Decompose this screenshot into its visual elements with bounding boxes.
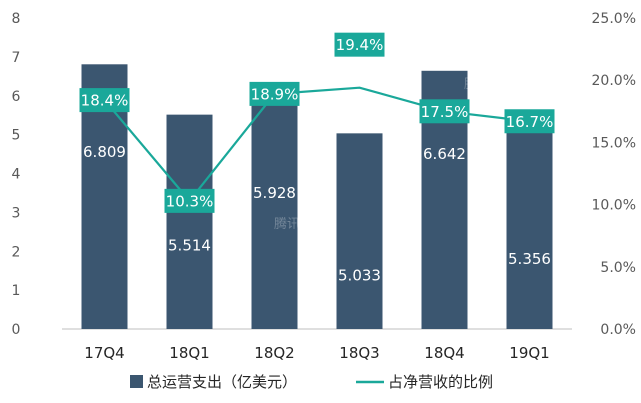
y-left-tick-label: 4 (12, 167, 21, 183)
y-left-tick-label: 7 (12, 50, 21, 66)
bar-value-label: 6.642 (423, 145, 466, 163)
category-label: 17Q4 (84, 344, 124, 362)
legend-bar-label: 总运营支出（亿美元） (147, 373, 297, 391)
watermark: 腾讯科技 (274, 216, 326, 232)
ratio-label-box (79, 88, 130, 113)
bar-value-label: 5.928 (253, 184, 296, 202)
bar-value-label: 5.356 (508, 250, 551, 268)
ratio-label-box (504, 109, 555, 134)
ratio-label: 10.3% (166, 192, 214, 210)
watermark: 腾讯科技 (124, 98, 176, 114)
bar-value-label: 5.514 (168, 236, 211, 254)
bar-18Q3 (336, 133, 383, 329)
ratio-label-box (334, 32, 385, 57)
y-right-tick-label: 15.0% (592, 135, 636, 151)
y-right-tick-label: 0.0% (600, 322, 636, 338)
y-left-tick-label: 6 (12, 89, 21, 105)
bar-18Q2 (251, 98, 298, 329)
bar-18Q1 (166, 114, 213, 329)
category-label: 18Q3 (339, 344, 379, 362)
y-right-tick-label: 5.0% (600, 260, 636, 276)
category-label: 18Q2 (254, 344, 294, 362)
ratio-label-box (419, 99, 470, 124)
ratio-label: 19.4% (336, 36, 384, 54)
category-label: 18Q1 (169, 344, 209, 362)
category-label: 18Q4 (424, 344, 464, 362)
y-left-tick-label: 2 (12, 244, 21, 260)
y-left-tick-label: 0 (12, 322, 21, 338)
y-left-tick-label: 8 (12, 11, 21, 27)
legend-line-label: 占净营收的比例 (388, 373, 493, 391)
ratio-label-box (249, 81, 300, 106)
ratio-label: 18.9% (251, 85, 299, 103)
y-left-tick-label: 1 (12, 283, 21, 299)
watermark: 腾讯科技 (464, 76, 516, 92)
y-right-tick-label: 20.0% (592, 73, 636, 89)
bar-value-label: 5.033 (338, 266, 381, 284)
y-right-tick-label: 10.0% (592, 198, 636, 214)
ratio-label: 17.5% (421, 103, 469, 121)
ratio-label: 16.7% (506, 113, 554, 131)
category-label: 19Q1 (509, 344, 549, 362)
y-right-tick-label: 25.0% (592, 11, 636, 27)
y-left-tick-label: 3 (12, 205, 21, 221)
ratio-label: 18.4% (81, 92, 129, 110)
bar-value-label: 6.809 (83, 143, 126, 161)
bar-19Q1 (506, 120, 553, 330)
ratio-label-box (164, 188, 215, 213)
legend-bar-swatch (130, 375, 143, 388)
y-left-tick-label: 5 (12, 128, 21, 144)
watermark: 腾讯科技 (314, 98, 366, 114)
